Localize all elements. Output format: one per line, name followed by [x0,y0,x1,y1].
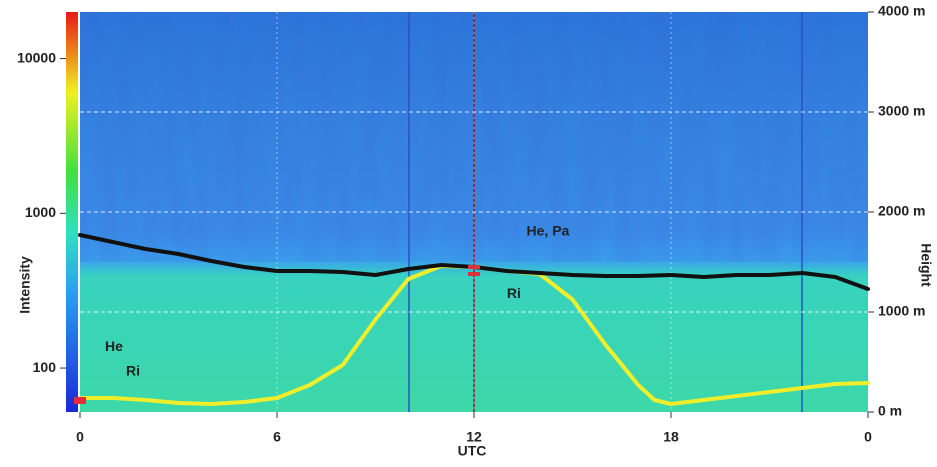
y2-tick-label: 3000 m [878,103,925,119]
marker [468,272,480,276]
marker [74,397,86,401]
x-tick-label: 12 [466,429,482,445]
y-axis-title: Intensity [17,256,33,314]
marker [468,265,480,269]
y2-tick-label: 1000 m [878,303,925,319]
annotation: He [105,338,123,354]
x-axis-title: UTC [458,443,487,459]
annotation: Ri [507,285,521,301]
annotation: Ri [126,363,140,379]
x-tick-label: 6 [273,429,281,445]
y2-tick-label: 0 m [878,403,902,419]
y2-tick-label: 4000 m [878,3,925,19]
x-tick-label: 0 [864,429,872,445]
y2-axis-title: Height [918,243,934,287]
x-tick-label: 0 [76,429,84,445]
annotation: He, Pa [527,223,570,239]
y-tick-label: 10000 [17,49,56,65]
x-tick-label: 18 [663,429,679,445]
y-tick-label: 1000 [25,204,56,220]
marker [74,400,86,404]
colorbar [66,12,78,412]
y2-tick-label: 2000 m [878,203,925,219]
y-tick-label: 100 [33,359,57,375]
